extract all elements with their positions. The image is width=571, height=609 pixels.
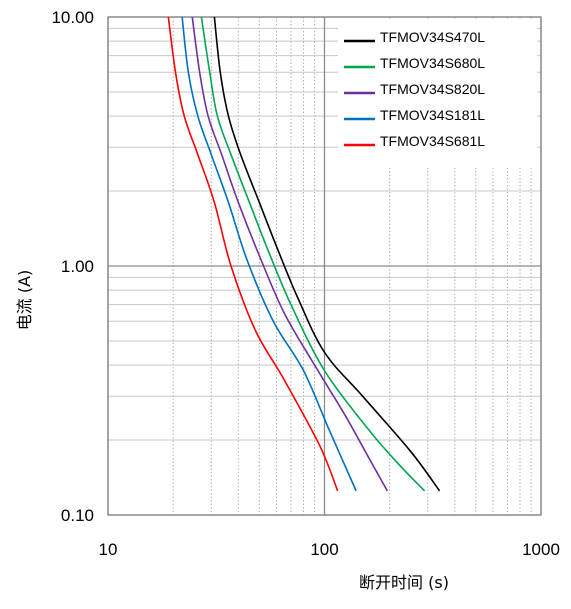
y-tick-label: 1.00: [61, 257, 94, 276]
legend-label: TFMOV34S680L: [380, 55, 485, 71]
legend: TFMOV34S470L TFMOV34S680L TFMOV34S820L TFMO…: [338, 20, 537, 168]
x-axis-title: 断开时间 (s): [359, 573, 449, 592]
series-line-TFMOV34S820L: [191, 16, 388, 492]
series-line-TFMOV34S470L: [213, 16, 441, 492]
legend-label: TFMOV34S681L: [380, 133, 485, 149]
legend-label: TFMOV34S470L: [380, 29, 485, 45]
x-tick-label: 10: [99, 540, 118, 559]
plot-frame: [107, 16, 542, 516]
y-axis-title: 电流 (A): [15, 270, 34, 331]
series-line-TFMOV34S181L: [181, 16, 357, 492]
x-tick-label: 1000: [522, 540, 560, 559]
x-tick-label: 100: [310, 540, 338, 559]
legend-label: TFMOV34S820L: [380, 81, 485, 97]
legend-label: TFMOV34S181L: [380, 107, 485, 123]
y-tick-label: 10.00: [51, 8, 94, 27]
series-line-TFMOV34S681L: [167, 16, 339, 492]
series-layer: [167, 16, 441, 492]
y-tick-label: 0.10: [61, 506, 94, 525]
tick-layer: 10 100 1000 0.10 1.00 10.00: [51, 8, 559, 559]
series-line-TFMOV34S680L: [200, 16, 426, 492]
